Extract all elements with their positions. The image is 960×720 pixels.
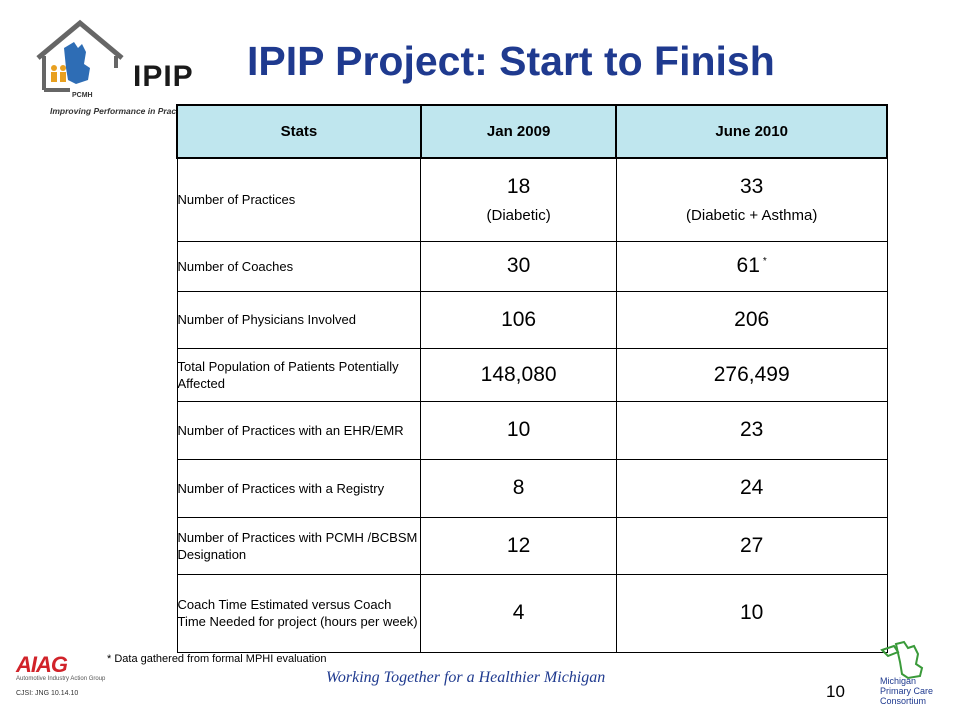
jun-note: (Diabetic + Asthma) xyxy=(686,207,818,225)
table-row: Number of Practices 18 (Diabetic) 33 (Di… xyxy=(176,157,888,242)
jan-value-cell: 18 (Diabetic) xyxy=(420,157,617,242)
ipip-logo: IPIP PCMH Improving Performance in Pract… xyxy=(30,18,200,116)
page-title: IPIP Project: Start to Finish xyxy=(247,38,775,84)
stats-table: Stats Jan 2009 June 2010 Number of Pract… xyxy=(176,104,888,653)
table-row: Number of Coaches 30 61 * xyxy=(176,240,888,292)
jan-value: 30 xyxy=(420,240,617,292)
row-label: Total Population of Patients Potentially… xyxy=(176,347,422,402)
row-label: Coach Time Estimated versus Coach Time N… xyxy=(176,573,422,653)
table-row: Number of Practices with an EHR/EMR 10 2… xyxy=(176,400,888,460)
row-label: Number of Practices with a Registry xyxy=(176,458,422,518)
row-label: Number of Practices xyxy=(176,157,422,242)
michigan-map-icon xyxy=(880,640,924,680)
row-label: Number of Practices with PCMH /BCBSM Des… xyxy=(176,516,422,575)
jan-note: (Diabetic) xyxy=(486,207,551,225)
table-row: Number of Practices with a Registry 8 24 xyxy=(176,458,888,518)
row-label: Number of Coaches xyxy=(176,240,422,292)
table-header-row: Stats Jan 2009 June 2010 xyxy=(176,104,888,159)
mpcc-logo: Michigan Primary Care Consortium xyxy=(878,640,942,712)
aiag-logo-subtitle: Automotive Industry Action Group xyxy=(16,676,106,682)
table-row: Total Population of Patients Potentially… xyxy=(176,347,888,402)
jan-value: 18 xyxy=(506,175,531,199)
jan-value: 10 xyxy=(420,400,617,460)
jun-value: 33 xyxy=(740,175,764,199)
jun-value: 206 xyxy=(615,290,888,349)
jun-value: 24 xyxy=(615,458,888,518)
jun-value: 27 xyxy=(615,516,888,575)
logo-tagline: Improving Performance in Practice xyxy=(50,106,191,116)
document-code: CJSI: JNG 10.14.10 xyxy=(16,690,79,697)
mpcc-line: Consortium xyxy=(880,696,927,706)
jun-value: 276,499 xyxy=(615,347,888,402)
jan-value: 8 xyxy=(420,458,617,518)
aiag-logo-text: AIAG xyxy=(16,652,68,677)
pcmh-badge: PCMH xyxy=(72,92,93,99)
jun-value-cell: 33 (Diabetic + Asthma) xyxy=(615,157,888,242)
jun-value: 61 xyxy=(736,254,760,277)
table-row: Number of Physicians Involved 106 206 xyxy=(176,290,888,349)
aiag-logo: AIAG Automotive Industry Action Group xyxy=(16,652,105,682)
jun-value-cell: 61 * xyxy=(615,240,888,292)
table-row: Coach Time Estimated versus Coach Time N… xyxy=(176,573,888,653)
jan-value: 106 xyxy=(420,290,617,349)
footnote: * Data gathered from formal MPHI evaluat… xyxy=(107,653,327,665)
header-stats: Stats xyxy=(176,104,422,159)
ipip-logo-text: IPIP xyxy=(133,60,194,93)
jun-value: 10 xyxy=(615,573,888,653)
table-row: Number of Practices with PCMH /BCBSM Des… xyxy=(176,516,888,575)
asterisk-mark: * xyxy=(762,256,767,267)
header-jan-2009: Jan 2009 xyxy=(419,104,618,159)
header-june-2010: June 2010 xyxy=(615,104,888,159)
jan-value: 148,080 xyxy=(420,347,617,402)
mpcc-line: Primary Care xyxy=(880,686,934,696)
jun-value: 23 xyxy=(615,400,888,460)
mpcc-line: Michigan xyxy=(880,676,917,686)
jan-value: 12 xyxy=(420,516,617,575)
house-logo-icon xyxy=(36,19,124,92)
footer-motto: Working Together for a Healthier Michiga… xyxy=(326,669,606,686)
mpcc-logo-text: Michigan Primary Care Consortium xyxy=(880,676,933,706)
row-label: Number of Practices with an EHR/EMR xyxy=(176,400,422,460)
row-label: Number of Physicians Involved xyxy=(176,290,422,349)
jan-value: 4 xyxy=(420,573,617,653)
page-number: 10 xyxy=(826,682,845,701)
